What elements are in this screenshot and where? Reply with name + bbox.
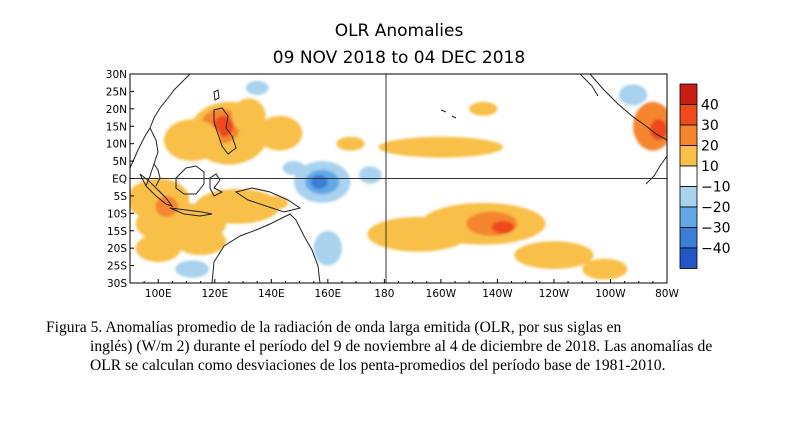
caption-continuation: inglés) (W/m 2) durante el período del 9… bbox=[90, 338, 713, 374]
coastlines bbox=[130, 74, 667, 283]
anomaly-region-16 bbox=[155, 195, 179, 217]
anomaly-region-26 bbox=[310, 175, 328, 189]
anomaly-region-4 bbox=[163, 119, 221, 162]
anomaly-region-5 bbox=[257, 115, 303, 151]
coast-australia bbox=[211, 213, 321, 283]
colorbar-swatch-6 bbox=[679, 206, 698, 228]
coast-malay-peninsula bbox=[153, 163, 161, 187]
x-tick-label: 160E bbox=[314, 288, 341, 300]
y-tick-label: 30N bbox=[106, 69, 127, 81]
anomaly-region-6 bbox=[336, 136, 365, 151]
y-tick-label: 20N bbox=[106, 104, 127, 116]
anomaly-region-22 bbox=[514, 241, 594, 270]
colorbar-swatch-7 bbox=[679, 227, 698, 249]
y-tick-label: EQ bbox=[112, 174, 127, 186]
x-tick-label: 140E bbox=[258, 288, 285, 300]
colorbar-label-3: 10 bbox=[701, 159, 719, 175]
colorbar-swatch-8 bbox=[679, 247, 698, 269]
y-tick-label: 10S bbox=[107, 208, 127, 220]
anomaly-fields bbox=[130, 80, 667, 280]
x-tick-label: 140W bbox=[482, 288, 513, 300]
coast-philippines bbox=[213, 107, 237, 155]
y-tick-label: 25S bbox=[107, 261, 127, 273]
colorbar-swatch-1 bbox=[679, 104, 698, 126]
colorbar-swatch-3 bbox=[679, 145, 698, 167]
coast-south-america bbox=[645, 155, 667, 185]
coast-java bbox=[169, 207, 213, 217]
colorbar-label-0: 40 bbox=[701, 98, 719, 114]
colorbar-label-2: 20 bbox=[701, 139, 719, 155]
y-tick-label: 5N bbox=[112, 156, 127, 168]
colorbar: 40 30 20 10 −10 −20 −30 −40 bbox=[679, 83, 731, 269]
anomaly-region-14 bbox=[175, 227, 227, 256]
anomaly-region-32 bbox=[618, 84, 648, 106]
anomaly-region-13 bbox=[195, 188, 280, 224]
anomaly-region-30 bbox=[175, 260, 210, 278]
y-tick-label: 25N bbox=[106, 86, 127, 98]
y-tick-label: 15S bbox=[107, 226, 127, 238]
colorbar-label-4: −10 bbox=[701, 180, 731, 196]
anomaly-region-27 bbox=[282, 161, 306, 176]
coast-new-guinea bbox=[234, 187, 302, 213]
anomaly-region-3 bbox=[231, 98, 266, 134]
caption-first-line: Figura 5. Anomalías promedio de la radia… bbox=[46, 319, 622, 336]
y-axis: 30N 25N 20N 15N 10N 5N EQ 5S 10S 15S 20S 25S 30S bbox=[106, 69, 134, 290]
chart-subtitle: 09 NOV 2018 to 04 DEC 2018 bbox=[273, 48, 525, 68]
coast-mexico-baja bbox=[579, 74, 599, 97]
colorbar-label-1: 30 bbox=[701, 118, 719, 134]
x-axis: 100E 120E 140E 160E 180 160W 140W 120W 100W 80W bbox=[129, 279, 679, 300]
colorbar-swatch-0 bbox=[679, 83, 698, 105]
anomaly-region-8 bbox=[469, 101, 498, 116]
anomaly-region-31 bbox=[245, 80, 269, 95]
coast-borneo bbox=[175, 165, 205, 195]
coast-hawaii bbox=[440, 109, 457, 119]
anomaly-region-10 bbox=[650, 119, 667, 141]
x-tick-label: 80W bbox=[655, 288, 679, 300]
x-tick-label: 120W bbox=[539, 288, 570, 300]
x-tick-label: 180 bbox=[374, 288, 394, 300]
anomaly-region-21 bbox=[491, 220, 515, 234]
chart-title: OLR Anomalies bbox=[335, 21, 464, 41]
coast-indochina bbox=[145, 127, 159, 187]
y-tick-label: 15N bbox=[106, 121, 127, 133]
colorbar-label-5: −20 bbox=[701, 200, 731, 216]
anomaly-region-23 bbox=[582, 258, 628, 280]
y-tick-label: 10N bbox=[106, 139, 127, 151]
coast-central-america bbox=[589, 74, 667, 141]
x-tick-label: 160W bbox=[426, 288, 457, 300]
coast-taiwan bbox=[213, 89, 220, 101]
y-tick-label: 30S bbox=[107, 278, 127, 290]
colorbar-label-6: −30 bbox=[701, 221, 731, 237]
colorbar-swatch-4 bbox=[679, 165, 698, 187]
figure-caption: Figura 5. Anomalías promedio de la radia… bbox=[46, 318, 746, 375]
anomaly-region-7 bbox=[378, 136, 504, 158]
coast-asia-mainland bbox=[130, 74, 191, 169]
anomaly-region-15 bbox=[135, 234, 181, 263]
y-tick-label: 5S bbox=[114, 191, 128, 203]
anomaly-region-28 bbox=[358, 166, 382, 184]
coast-sumatra bbox=[139, 173, 174, 207]
colorbar-swatch-2 bbox=[679, 124, 698, 146]
x-tick-label: 100E bbox=[145, 288, 172, 300]
colorbar-swatch-5 bbox=[679, 186, 698, 208]
x-tick-label: 120E bbox=[201, 288, 228, 300]
y-tick-label: 20S bbox=[107, 243, 127, 255]
coast-sulawesi bbox=[209, 173, 224, 197]
colorbar-label-7: −40 bbox=[701, 241, 731, 257]
x-tick-label: 100W bbox=[595, 288, 626, 300]
anomaly-region-29 bbox=[313, 230, 342, 266]
